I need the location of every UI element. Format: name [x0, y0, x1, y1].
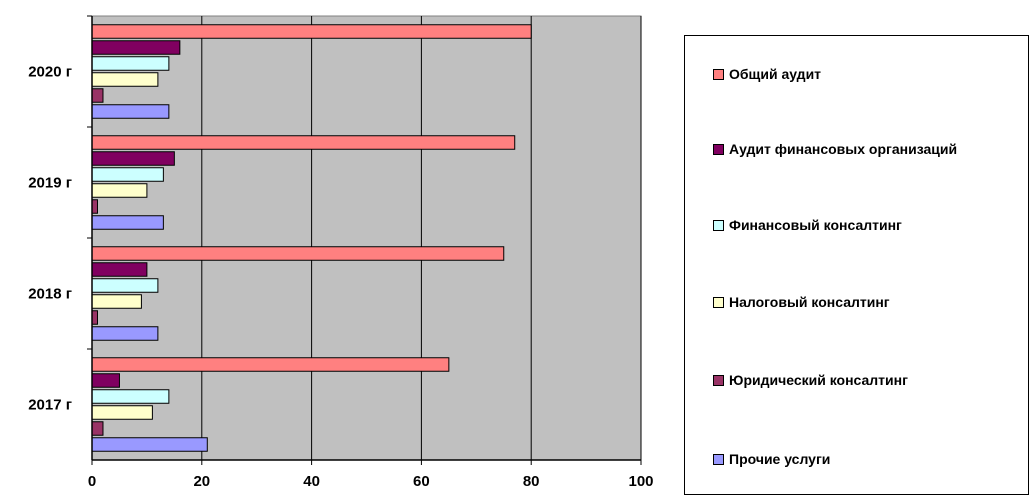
legend-item: Общий аудит — [713, 66, 821, 82]
legend-swatch — [713, 374, 724, 386]
legend-label: Юридический консалтинг — [729, 372, 908, 388]
legend-label: Аудит финансовых организаций — [729, 141, 958, 157]
y-tick-label: 2017 г — [28, 397, 72, 414]
bar — [91, 104, 170, 119]
bar — [91, 167, 164, 182]
legend-item: Прочие услуги — [713, 451, 830, 467]
bar — [91, 294, 142, 309]
bar — [91, 135, 516, 150]
bar — [91, 151, 175, 166]
legend-item: Аудит финансовых организаций — [713, 141, 957, 157]
legend-swatch — [713, 68, 724, 80]
bar — [91, 357, 450, 372]
bar — [91, 215, 164, 230]
bar — [91, 262, 148, 277]
y-tick-label: 2019 г — [28, 175, 72, 192]
legend-swatch — [713, 296, 724, 308]
bar — [91, 421, 104, 436]
x-tick-label: 60 — [413, 473, 430, 490]
bar — [91, 246, 505, 261]
bar — [91, 405, 153, 420]
legend-item: Финансовый консалтинг — [713, 217, 902, 233]
gridlines — [87, 15, 642, 465]
bar — [91, 373, 120, 388]
bar — [91, 326, 159, 341]
legend-label: Налоговый консалтинг — [729, 294, 890, 310]
x-tick-label: 20 — [193, 473, 210, 490]
bar — [91, 389, 170, 404]
bar — [91, 278, 159, 293]
legend-label: Общий аудит — [729, 66, 822, 82]
x-tick-label: 40 — [303, 473, 320, 490]
bar — [91, 199, 98, 214]
legend-label: Прочие услуги — [729, 451, 831, 467]
legend-item: Юридический консалтинг — [713, 372, 908, 388]
legend-swatch — [713, 143, 724, 155]
tick-labels: 0 20 40 60 80 100 2017 г 2018 г 2019 г 2020 г — [28, 64, 653, 491]
bar — [91, 310, 98, 325]
bar — [91, 88, 104, 103]
x-tick-label: 80 — [523, 473, 540, 490]
legend-label: Финансовый консалтинг — [729, 217, 902, 233]
legend: Общий аудит Аудит финансовых организаций Ф… — [684, 35, 1029, 495]
bar — [91, 437, 208, 452]
bar — [91, 24, 532, 39]
x-tick-label: 100 — [628, 473, 653, 490]
plot-area — [91, 15, 642, 461]
bar — [91, 40, 181, 55]
y-tick-label: 2020 г — [28, 64, 72, 81]
bar — [91, 72, 159, 87]
bar-chart: 0 20 40 60 80 100 2017 г 2018 г 2019 г 2020 г — [28, 15, 654, 491]
legend-item: Налоговый консалтинг — [713, 294, 890, 310]
y-tick-label: 2018 г — [28, 286, 72, 303]
x-tick-label: 0 — [88, 473, 96, 490]
bar — [91, 56, 170, 71]
legend-swatch — [713, 453, 724, 465]
axes — [91, 16, 641, 461]
bar — [91, 183, 148, 198]
legend-swatch — [713, 219, 724, 231]
